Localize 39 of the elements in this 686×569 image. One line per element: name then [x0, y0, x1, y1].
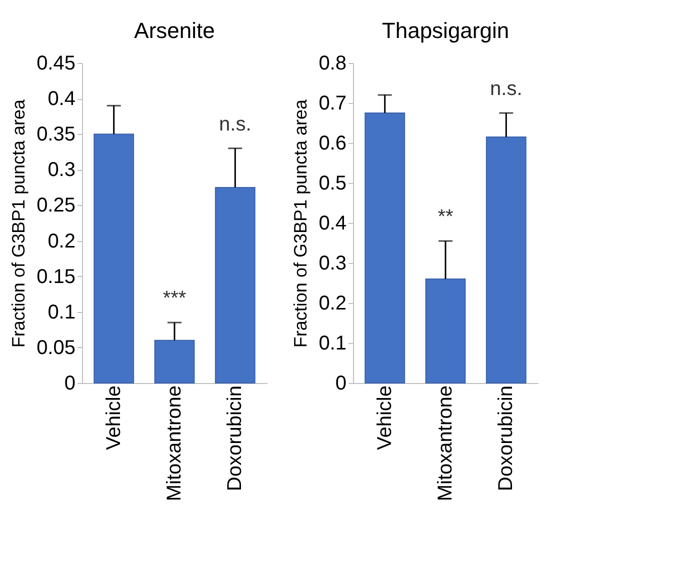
chart-title: Thapsigargin [382, 18, 510, 43]
bar [364, 112, 406, 384]
x-tick-label: Mitoxantrone [434, 386, 456, 502]
x-tick-label: Mitoxantrone [164, 386, 186, 502]
y-axis-title: Fraction of G3BP1 puncta area [290, 98, 311, 348]
y-tick-label: 0 [64, 372, 76, 394]
y-tick-label: 0.1 [48, 301, 76, 324]
x-tick-label: Vehicle [374, 386, 396, 450]
bar [94, 134, 134, 384]
y-tick-label: 0.25 [36, 194, 76, 217]
x-tick-label: Doxorubicin [495, 386, 518, 492]
bar [486, 136, 526, 384]
annotation: *** [162, 288, 186, 310]
bar [154, 340, 195, 384]
y-tick-label: 0.35 [36, 124, 76, 146]
y-tick-label: 0.5 [318, 172, 346, 194]
annotation: ** [438, 206, 454, 228]
x-tick-label: Doxorubicin [224, 386, 246, 492]
y-tick-label: 0.45 [36, 52, 76, 74]
y-tick-label: 0.8 [318, 52, 346, 74]
annotation: n.s. [490, 78, 522, 100]
y-tick-label: 0.2 [48, 230, 76, 252]
y-tick-label: 0.6 [318, 132, 346, 154]
y-axis-title: Fraction of G3BP1 puncta area [8, 98, 29, 348]
y-tick-label: 0.05 [36, 336, 76, 359]
y-tick-label: 0.15 [36, 266, 76, 288]
annotation: n.s. [219, 113, 252, 136]
bar [425, 278, 466, 384]
y-tick-label: 0 [335, 372, 346, 394]
bar [214, 186, 256, 384]
y-tick-label: 0.2 [318, 292, 346, 314]
y-tick-label: 0.1 [318, 332, 346, 354]
y-tick-label: 0.3 [48, 159, 76, 182]
chart-title: Arsenite [134, 18, 215, 43]
y-tick-label: 0.7 [318, 92, 346, 114]
y-tick-label: 0.3 [318, 252, 346, 274]
y-tick-label: 0.4 [48, 88, 76, 110]
y-tick-label: 0.4 [318, 212, 346, 234]
x-tick-label: Vehicle [102, 386, 125, 450]
